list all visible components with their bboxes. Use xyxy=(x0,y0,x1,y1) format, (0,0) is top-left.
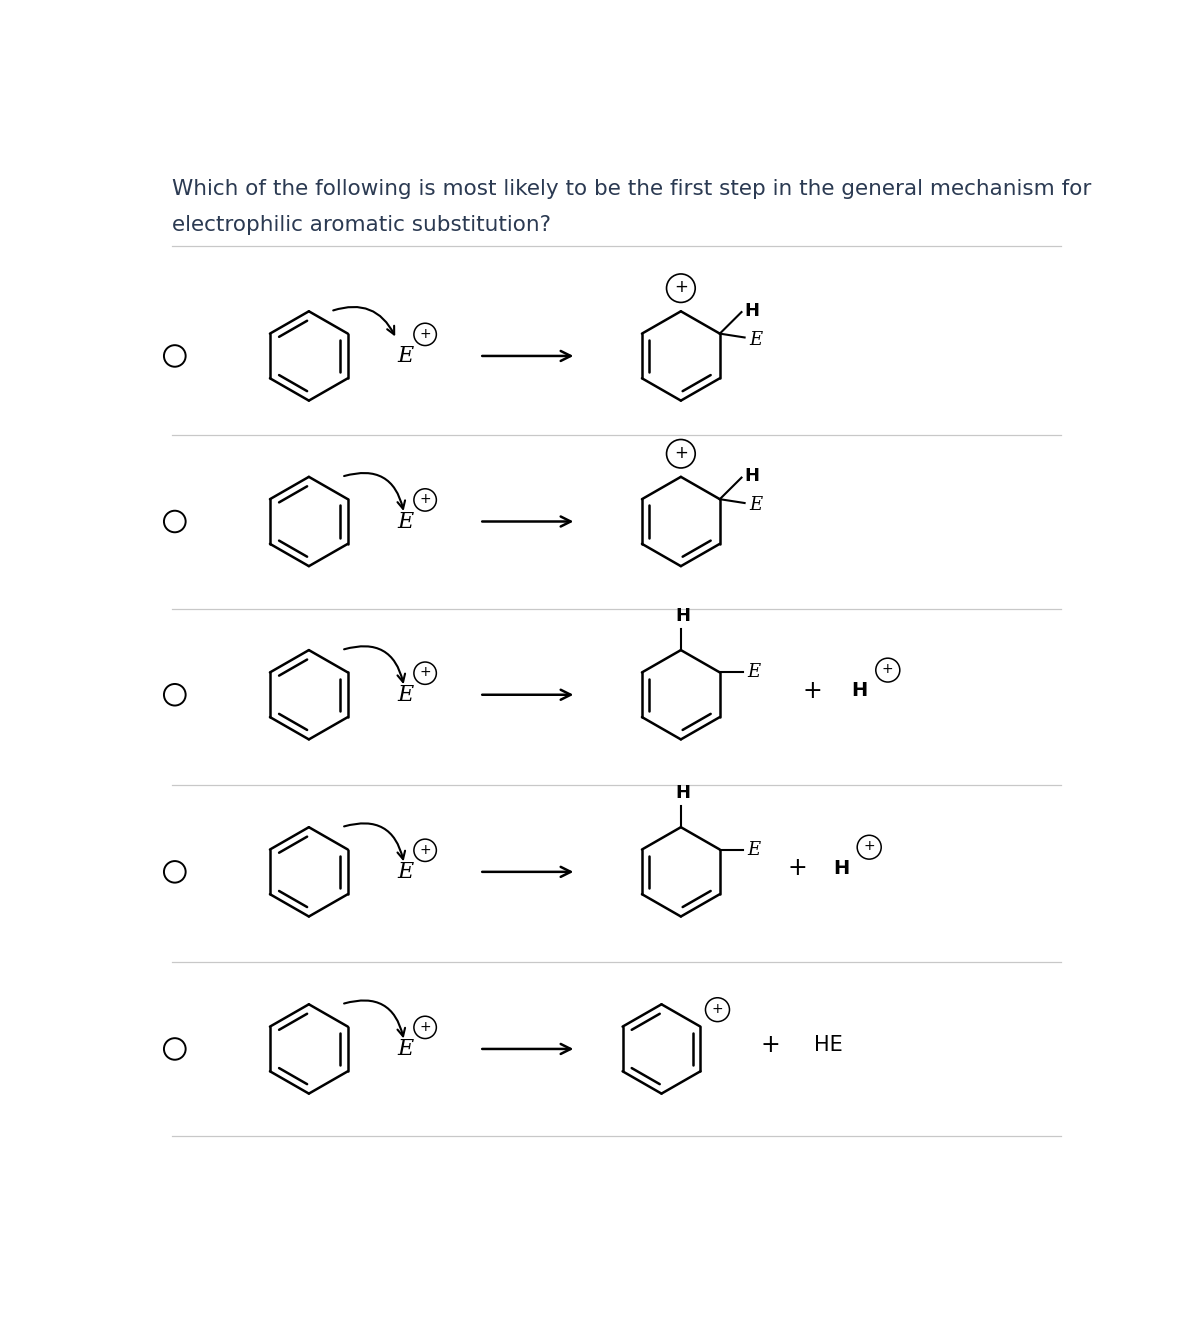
Text: E: E xyxy=(397,861,414,883)
Text: +: + xyxy=(674,444,688,462)
Text: E: E xyxy=(746,664,760,681)
Text: +: + xyxy=(419,842,431,857)
Text: +: + xyxy=(882,662,894,677)
Text: +: + xyxy=(419,327,431,340)
Text: +: + xyxy=(419,492,431,507)
Text: +: + xyxy=(803,678,822,702)
Text: +: + xyxy=(863,839,875,854)
Text: E: E xyxy=(397,511,414,532)
Text: +: + xyxy=(712,1001,724,1016)
Text: H: H xyxy=(745,467,760,485)
Text: +: + xyxy=(760,1033,780,1057)
Text: E: E xyxy=(397,1037,414,1060)
Text: +: + xyxy=(674,278,688,297)
Text: Which of the following is most likely to be the first step in the general mechan: Which of the following is most likely to… xyxy=(172,178,1091,199)
Text: H: H xyxy=(851,681,868,701)
Text: E: E xyxy=(746,841,760,859)
Text: +: + xyxy=(419,1020,431,1033)
Text: H: H xyxy=(674,783,690,802)
Text: H: H xyxy=(745,302,760,319)
Text: H: H xyxy=(674,606,690,625)
Text: E: E xyxy=(397,684,414,706)
Text: HE: HE xyxy=(814,1035,842,1055)
Text: E: E xyxy=(397,344,414,367)
Text: +: + xyxy=(787,857,808,880)
Text: H: H xyxy=(833,858,850,878)
Text: +: + xyxy=(419,665,431,680)
Text: electrophilic aromatic substitution?: electrophilic aromatic substitution? xyxy=(172,215,551,235)
Text: E: E xyxy=(749,331,762,348)
Text: E: E xyxy=(749,496,762,515)
